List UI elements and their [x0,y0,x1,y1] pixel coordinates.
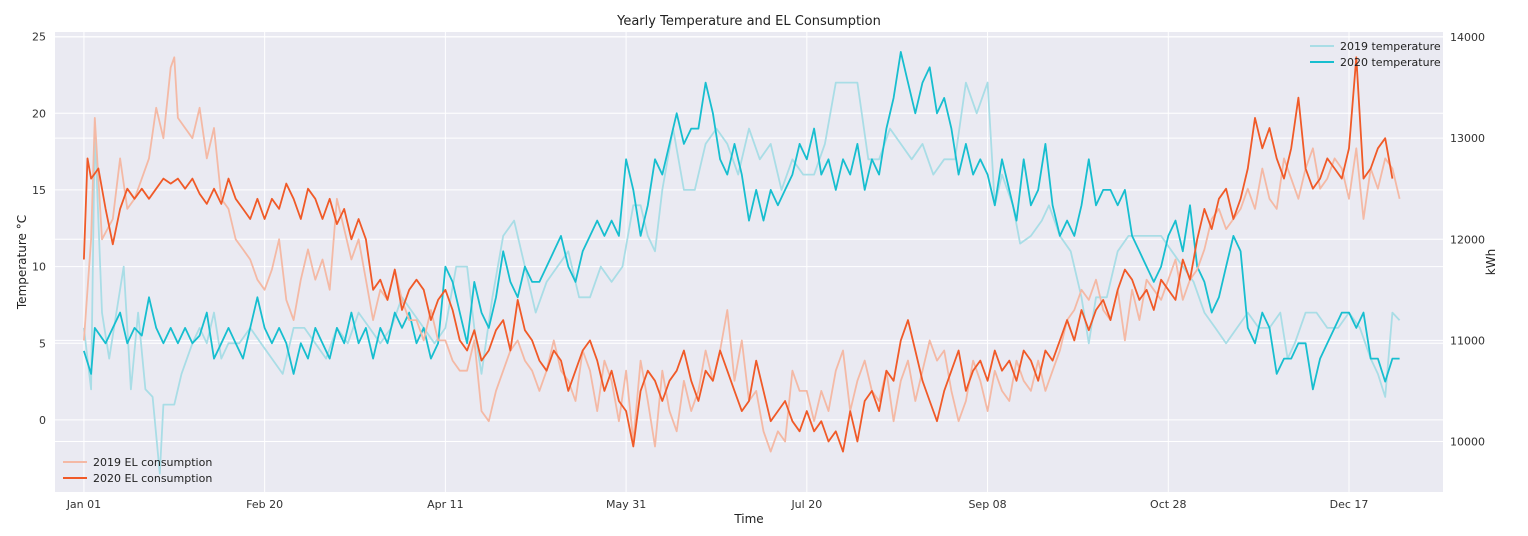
x-tick-label: Dec 17 [1330,498,1369,511]
chart-title: Yearly Temperature and EL Consumption [616,14,881,29]
ticks: Jan 01 Feb 20 Apr 11 May 31 Jul 20 Sep 08 Oct … [32,31,1485,511]
y-right-tick-label: 13000 [1450,132,1485,145]
legend-label-2020-el-consumption: 2020 EL consumption [93,472,212,485]
y-right-tick-label: 10000 [1450,435,1485,448]
y-left-tick-label: 25 [32,31,46,44]
x-tick-label: Jul 20 [790,498,822,511]
x-axis-label: Time [733,512,763,526]
y-right-tick-label: 14000 [1450,31,1485,44]
x-tick-label: Sep 08 [968,498,1006,511]
y-axis-right-label: kWh [1484,249,1498,275]
x-tick-label: Oct 28 [1150,498,1187,511]
legend-label-2020-temperature: 2020 temperature [1340,56,1441,69]
grid [55,32,1443,492]
y-left-tick-label: 20 [32,107,46,120]
series-line-2019-temperature [83,81,1401,475]
legend-label-2019-el-consumption: 2019 EL consumption [93,456,212,469]
y-left-tick-label: 10 [32,261,46,274]
series-layer [83,51,1401,475]
legend-bottom-left: 2019 EL consumption 2020 EL consumption [63,456,212,485]
y-left-tick-label: 5 [39,337,46,350]
x-tick-label: Feb 20 [246,498,283,511]
y-axis-left-label: Temperature °C [15,215,29,310]
y-right-tick-label: 11000 [1450,334,1485,347]
legend-label-2019-temperature: 2019 temperature [1340,40,1441,53]
x-tick-label: Jan 01 [66,498,101,511]
y-left-tick-label: 0 [39,414,46,427]
x-tick-label: Apr 11 [427,498,464,511]
y-right-tick-label: 12000 [1450,233,1485,246]
series-line-2020-temperature [83,51,1400,391]
legend-top-right: 2019 temperature 2020 temperature [1310,40,1441,69]
y-left-tick-label: 15 [32,184,46,197]
series-line-2020-el-consumption [83,56,1394,453]
plot-area [55,32,1443,492]
x-tick-label: May 31 [606,498,646,511]
